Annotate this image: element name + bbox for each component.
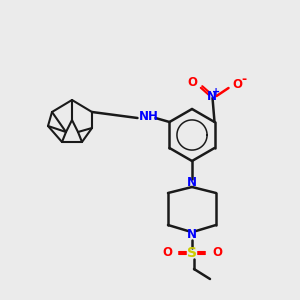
Text: -: - — [241, 73, 246, 85]
Text: O: O — [188, 76, 197, 88]
Text: NH: NH — [139, 110, 158, 124]
Text: N: N — [187, 229, 197, 242]
Text: O: O — [162, 247, 172, 260]
Text: S: S — [187, 246, 197, 260]
Text: O: O — [232, 79, 242, 92]
Text: +: + — [212, 87, 220, 97]
Text: O: O — [212, 247, 222, 260]
Text: N: N — [187, 176, 197, 188]
Text: N: N — [206, 91, 217, 103]
